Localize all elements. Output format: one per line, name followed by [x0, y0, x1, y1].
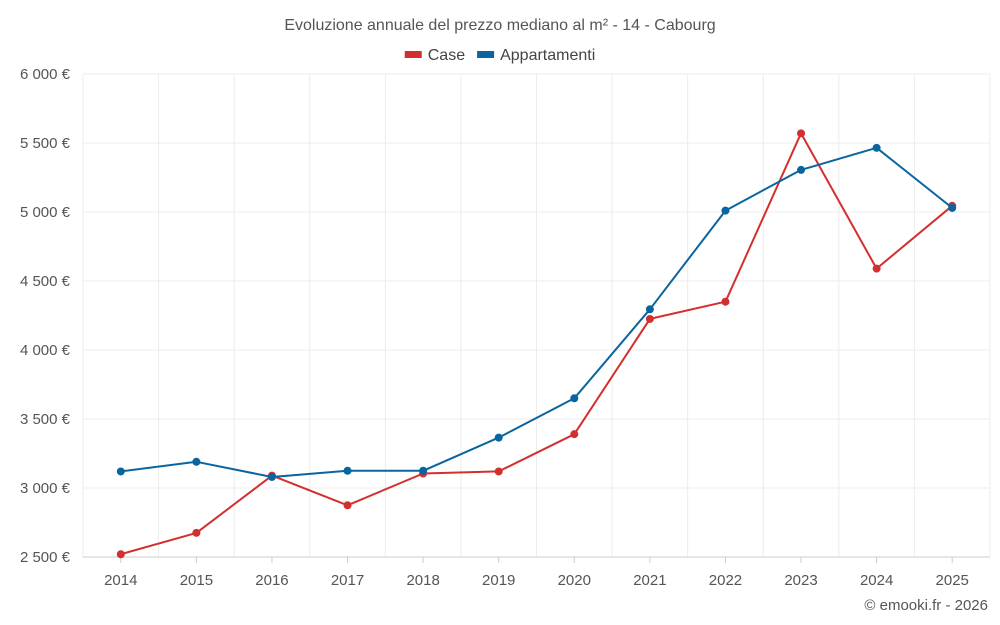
data-point-case — [494, 467, 503, 476]
data-point-appartamenti — [116, 467, 125, 476]
data-point-appartamenti — [797, 165, 806, 174]
data-point-appartamenti — [267, 472, 276, 481]
x-tick-label: 2015 — [180, 572, 213, 589]
x-tick-label: 2016 — [255, 572, 288, 589]
data-point-case — [721, 297, 730, 306]
data-point-appartamenti — [645, 305, 654, 314]
x-tick-label: 2021 — [633, 572, 666, 589]
y-tick-label: 6 000 € — [20, 66, 71, 83]
data-point-case — [797, 129, 806, 138]
grid — [82, 73, 991, 558]
chart-title: Evoluzione annuale del prezzo mediano al… — [284, 17, 715, 34]
y-tick-label: 5 500 € — [20, 135, 71, 152]
data-point-appartamenti — [343, 466, 352, 475]
x-tick-label: 2017 — [331, 572, 364, 589]
y-tick-label: 3 000 € — [20, 480, 71, 497]
x-tick-label: 2019 — [482, 572, 515, 589]
data-point-case — [116, 550, 125, 559]
data-point-case — [343, 501, 352, 510]
x-tick-label: 2014 — [104, 572, 137, 589]
x-tick-label: 2025 — [936, 572, 969, 589]
data-point-appartamenti — [721, 206, 730, 215]
x-tick-label: 2020 — [558, 572, 591, 589]
data-point-case — [872, 264, 881, 273]
series-line-appartamenti — [120, 146, 953, 478]
series-line-case — [120, 132, 953, 556]
data-point-case — [645, 314, 654, 323]
y-tick-label: 4 000 € — [20, 342, 71, 359]
y-tick-label: 3 500 € — [20, 411, 71, 428]
legend: Case Appartamenti — [404, 47, 595, 64]
credit-text: © emooki.fr - 2026 — [864, 597, 988, 614]
y-tick-label: 5 000 € — [20, 204, 71, 221]
data-point-appartamenti — [494, 433, 503, 442]
x-axis: 2014 2015 2016 2017 2018 2019 2020 2021 2022 2023… — [83, 556, 990, 589]
y-tick-label: 2 500 € — [20, 549, 71, 566]
data-point-appartamenti — [948, 203, 957, 212]
data-point-appartamenti — [192, 457, 201, 466]
x-tick-label: 2024 — [860, 572, 893, 589]
legend-label-appartamenti: Appartamenti — [500, 47, 595, 64]
legend-label-case: Case — [428, 47, 465, 64]
data-point-case — [570, 430, 579, 439]
data-point-appartamenti — [872, 143, 881, 152]
data-point-case — [192, 528, 201, 537]
legend-swatch-appartamenti — [477, 51, 495, 58]
y-axis: 2 500 € 3 000 € 3 500 € 4 000 € 4 500 € 5 000… — [20, 66, 71, 566]
series-layer — [116, 129, 957, 559]
data-point-appartamenti — [570, 394, 579, 403]
y-tick-label: 4 500 € — [20, 273, 71, 290]
legend-swatch-case — [404, 51, 422, 58]
data-point-appartamenti — [419, 466, 428, 475]
x-tick-label: 2018 — [406, 572, 439, 589]
x-tick-label: 2022 — [709, 572, 742, 589]
x-tick-label: 2023 — [784, 572, 817, 589]
